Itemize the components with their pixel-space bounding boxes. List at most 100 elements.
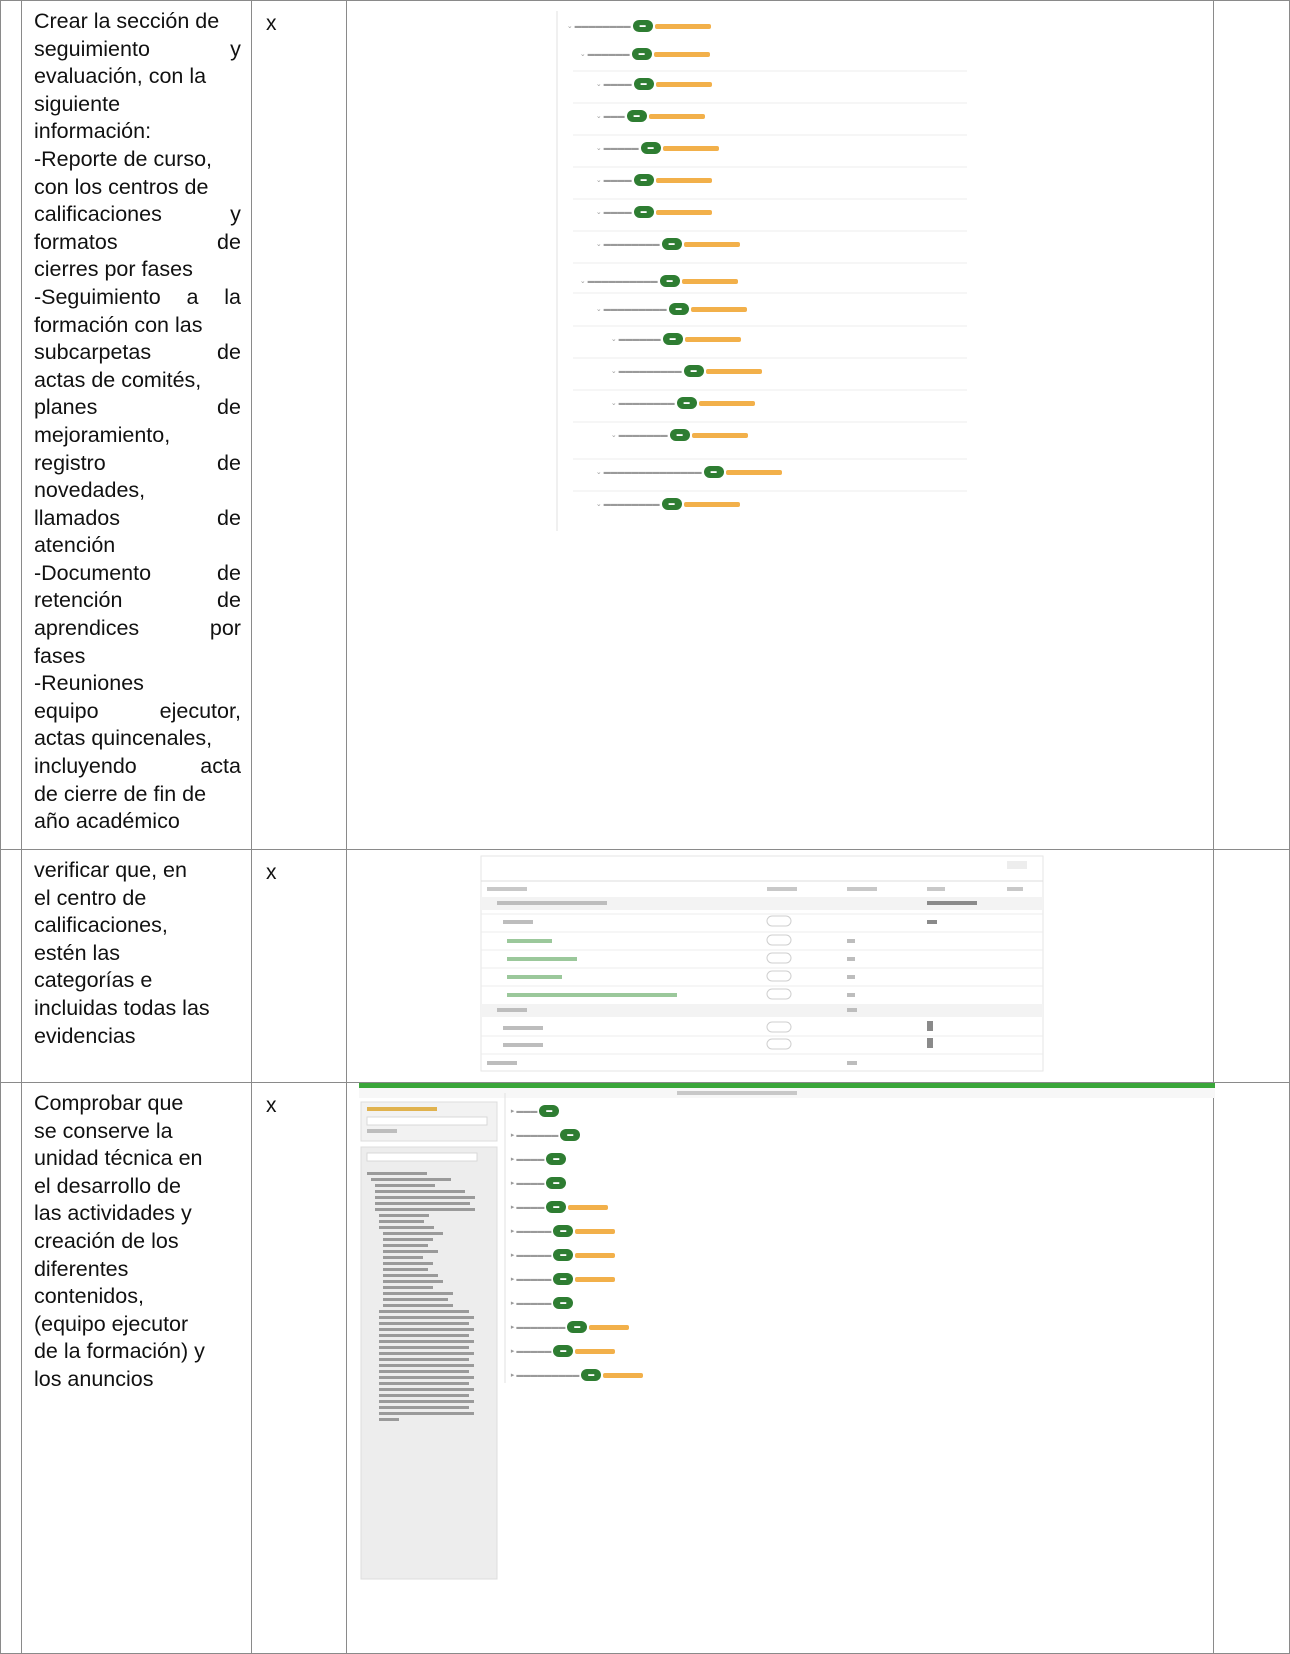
table-row: verificar que, en el centro de calificacio… (0, 849, 1290, 1083)
description-line: -Documento de (33, 560, 241, 585)
index-cell (0, 1082, 22, 1654)
tree-item: ⌄ ▬▬▬▬▬▬▬▬▬ ▬ (611, 365, 762, 377)
description-line: evaluación, con la (33, 64, 207, 89)
description-line: creación de los (33, 1228, 179, 1253)
description-line: actas quincenales, (33, 726, 213, 751)
evidence-cell: ▸ ▬▬▬ ▬ ▸ ▬▬▬▬▬▬ ▬ ▸ ▬▬▬▬ ▬ ▸ ▬▬▬▬ ▬ ▸ ▬… (345, 1082, 1215, 1654)
evidence-cell (345, 849, 1215, 1083)
screenshot-gradebook (347, 850, 1213, 1082)
tree-item: ⌄ ▬▬▬▬▬▬▬▬▬ ▬ (596, 303, 747, 315)
description-line: llamados de (33, 505, 241, 530)
section-item: ▸ ▬▬▬▬ ▬ (511, 1153, 567, 1165)
row-description: Comprobar que se conserve la unidad técnic… (22, 1083, 251, 1398)
extra-cell (1213, 849, 1290, 1083)
description-line: aprendices por (33, 616, 241, 641)
tree-item: ⌄ ▬▬▬▬▬▬ ▬ (580, 48, 710, 60)
tree-item: ⌄ ▬▬▬▬ ▬ (596, 78, 712, 90)
status-badge: ▬ (553, 1249, 574, 1261)
check-cell: x (250, 849, 347, 1083)
description-line: el centro de (33, 885, 147, 910)
row-description: verificar que, en el centro de calificacio… (22, 850, 251, 1054)
description-line: incluyendo acta (33, 754, 241, 779)
description-line: unidad técnica en (33, 1146, 203, 1171)
description-line: Comprobar que (33, 1091, 184, 1115)
check-mark: x (265, 1094, 277, 1117)
status-badge: ▬ (553, 1225, 574, 1237)
description-line: estén las (33, 940, 121, 965)
description-line: fases (33, 643, 86, 668)
status-badge: ▬ (633, 174, 654, 186)
status-badge: ▬ (669, 429, 690, 441)
status-badge: ▬ (581, 1369, 602, 1381)
description-line: formación con las (33, 312, 203, 337)
status-badge: ▬ (668, 303, 689, 315)
status-badge: ▬ (683, 365, 704, 377)
description-line: verificar que, en (33, 858, 187, 882)
section-item: ▸ ▬▬▬▬ ▬ (511, 1177, 567, 1189)
status-badge: ▬ (633, 78, 654, 90)
status-badge: ▬ (567, 1321, 588, 1333)
tree-item: ⌄ ▬▬▬▬▬▬▬▬▬▬ ▬ (580, 275, 738, 287)
description-line: de la formación) y (33, 1339, 205, 1364)
tree-item: ⌄ ▬▬▬ ▬ (596, 110, 705, 122)
status-badge: ▬ (553, 1345, 574, 1357)
status-badge: ▬ (546, 1153, 567, 1165)
status-badge: ▬ (546, 1201, 567, 1213)
status-badge: ▬ (560, 1129, 581, 1141)
description-line: (equipo ejecutor (33, 1311, 189, 1336)
section-item: ▸ ▬▬▬ ▬ (511, 1105, 560, 1117)
row-description: Crear la sección de seguimiento y evaluaci… (22, 1, 251, 840)
tree-item: ⌄ ▬▬▬▬▬ ▬ (596, 142, 719, 154)
description-line: las actividades y (33, 1201, 192, 1226)
description-line: contenidos, (33, 1284, 144, 1309)
description-line: retención de (33, 588, 241, 613)
tree-item: ⌄ ▬▬▬▬▬▬▬▬ ▬ (611, 397, 755, 409)
table-row: Crear la sección de seguimiento y evaluaci… (0, 0, 1290, 850)
description-line: -Reporte de curso, (33, 146, 213, 171)
description-line: incluidas todas las (33, 995, 210, 1020)
description-line: mejoramiento, (33, 422, 171, 447)
status-badge: ▬ (626, 110, 647, 122)
tree-item: ⌄ ▬▬▬▬▬▬ ▬ (611, 333, 741, 345)
description-line: cierres por fases (33, 257, 193, 282)
section-item: ▸ ▬▬▬▬▬▬▬▬▬ ▬ (511, 1369, 644, 1381)
tree-lines (556, 11, 967, 531)
status-badge: ▬ (553, 1297, 574, 1309)
tree-item: ⌄ ▬▬▬▬ ▬ (596, 174, 712, 186)
status-badge: ▬ (553, 1273, 574, 1285)
description-line: diferentes (33, 1256, 129, 1281)
status-badge: ▬ (640, 142, 661, 154)
description-line: con los centros de (33, 174, 209, 199)
description-line: subcarpetas de (33, 340, 241, 365)
section-item: ▸ ▬▬▬▬ ▬ (511, 1201, 609, 1213)
description-line: los anuncios (33, 1366, 154, 1391)
status-badge: ▬ (632, 20, 653, 32)
description-line: actas de comités, (33, 367, 202, 392)
status-badge: ▬ (662, 333, 683, 345)
section-item: ▸ ▬▬▬▬▬ ▬ (511, 1273, 616, 1285)
description-line: formatos de (33, 229, 241, 254)
status-badge: ▬ (631, 48, 652, 60)
description-line: evidencias (33, 1023, 136, 1048)
status-badge: ▬ (659, 275, 680, 287)
tree-item: ⌄ ▬▬▬▬▬▬▬▬ ▬ (567, 20, 711, 32)
description-cell: Comprobar que se conserve la unidad técnic… (20, 1082, 252, 1654)
status-badge: ▬ (676, 397, 697, 409)
section-item: ▸ ▬▬▬▬▬▬ ▬ (511, 1129, 581, 1141)
description-line: equipo ejecutor, (33, 698, 241, 723)
table-row: Comprobar que se conserve la unidad técnic… (0, 1082, 1290, 1654)
evidence-cell: ⌄ ▬▬▬▬▬▬▬▬ ▬ ⌄ ▬▬▬▬▬▬ ▬ ⌄ ▬▬▬▬ ▬ ⌄ ▬▬▬ ▬… (345, 0, 1215, 850)
description-line: planes de (33, 395, 241, 420)
section-item: ▸ ▬▬▬▬▬▬▬ ▬ (511, 1321, 630, 1333)
screenshot-course-sections: ▸ ▬▬▬ ▬ ▸ ▬▬▬▬▬▬ ▬ ▸ ▬▬▬▬ ▬ ▸ ▬▬▬▬ ▬ ▸ ▬… (347, 1083, 1215, 1653)
section-item: ▸ ▬▬▬▬▬ ▬ (511, 1249, 616, 1261)
check-cell: x (250, 1082, 347, 1654)
check-mark: x (265, 861, 277, 884)
description-line: siguiente (33, 91, 121, 116)
gradebook-table (480, 855, 1044, 1072)
status-badge: ▬ (539, 1105, 560, 1117)
status-badge: ▬ (633, 206, 654, 218)
extra-cell (1213, 0, 1290, 850)
description-cell: verificar que, en el centro de calificacio… (20, 849, 252, 1083)
